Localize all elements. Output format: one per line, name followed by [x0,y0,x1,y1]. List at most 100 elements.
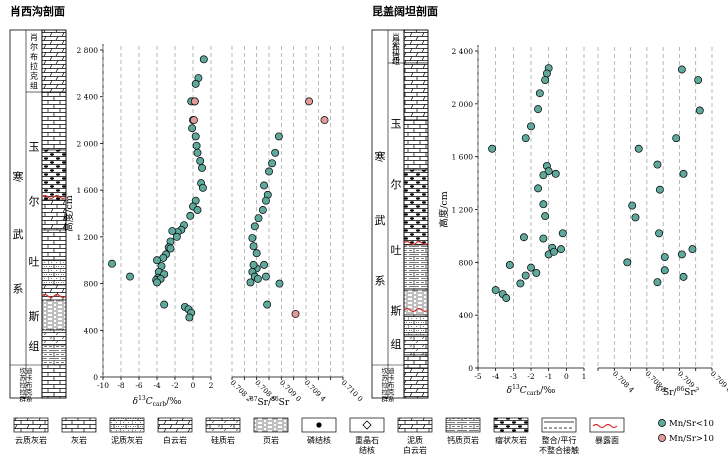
formation-label: 组 [29,339,40,353]
data-point-low-mn-sr [688,245,697,254]
x-tick-label: 0 [191,381,196,390]
data-point-low-mn-sr [191,79,200,88]
legend-swatch [445,417,481,433]
y-axis-title: 高度/cm [63,195,75,232]
lithology-block [41,364,67,399]
data-point-low-mn-sr [677,65,686,74]
data-point-low-mn-sr [260,260,269,269]
data-point-low-mn-sr [539,200,548,209]
data-point-low-mn-sr [250,222,259,231]
y-tick-label: 400 [84,326,99,335]
lithology-block [403,314,429,336]
base-group-label: 拉克 [20,387,34,396]
base-group-label: 拉布 [20,380,34,389]
formation-label-char: 肖 [392,32,400,42]
data-point-low-mn-sr [254,214,263,223]
legend-label: 硅质岩 [211,435,235,445]
lithology-block [41,29,67,93]
data-point-low-mn-sr [491,286,500,295]
data-point-low-mn-sr [172,232,181,241]
data-point-low-mn-sr [108,259,116,268]
y-tick-label: 1 600 [452,153,474,162]
x-tick-label: 0 [564,372,569,381]
data-point-low-mn-sr [542,69,551,78]
base-group-label: 群系 [20,394,34,403]
lithology-block [41,299,67,331]
legend-swatch [61,417,97,433]
legend-label: 瘤状灰岩 [495,435,527,445]
data-point-low-mn-sr [502,294,511,302]
formation-label: 尔 [391,178,402,191]
legend-swatch [541,417,577,433]
legend-swatch [13,417,49,433]
lithology-block [403,169,429,246]
data-point-low-mn-sr [551,169,560,178]
formation-label: 玉 [391,117,402,130]
formation-label-char: 克 [392,52,400,61]
lithology-block [41,229,67,261]
y-tick-label: 1 200 [77,233,99,242]
data-point-low-mn-sr [534,184,543,193]
y-tick-label: 800 [459,258,474,267]
data-point-low-mn-sr [631,213,640,222]
data-point-high-mn-sr [320,116,329,125]
data-point-low-mn-sr [260,181,269,190]
data-point-low-mn-sr [192,141,201,150]
x-tick-label: -6 [135,381,143,390]
x-tick-label: 2 [209,381,214,390]
left-section-title: 肖西沟剖面 [10,5,65,18]
formation-label-char: 组 [30,80,38,90]
legend-swatch [205,417,241,433]
data-point-low-mn-sr [521,271,530,280]
data-point-low-mn-sr [253,274,262,283]
data-point-low-mn-sr [199,55,208,64]
data-point-low-mn-sr [672,134,681,143]
legend-label: 泥质灰岩 [111,435,143,445]
y-tick-label: 800 [84,280,99,289]
lithology-block [403,29,429,64]
data-point-low-mn-sr [185,313,194,322]
formation-label-char: 布 [30,51,38,61]
legend-label: 灰岩 [71,435,87,445]
data-point-low-mn-sr [695,106,704,115]
legend-label: 白云岩 [163,435,187,445]
x-axis-title-carbon: δ13Ccarb/‰ [133,395,182,408]
exposure-surface [41,293,67,299]
legend-marker-low [658,419,666,427]
formation-label: 寒 [375,150,386,164]
x-tick-label: -8 [117,381,125,390]
data-point-low-mn-sr [535,89,544,98]
formation-label: 斯 [29,310,40,323]
formation-label-char: 克 [30,72,38,81]
lithology-block [41,149,67,201]
data-point-low-mn-sr [557,245,565,254]
legend-label: 泥质 [407,435,423,445]
formation-label-char: 布 [392,42,400,52]
base-group-label: 苏卡 [20,373,34,382]
legend-label: 不整合接触 [539,445,579,455]
lithology-block [403,367,429,399]
data-point-low-mn-sr [534,105,543,114]
data-point-low-mn-sr [166,244,175,253]
data-point-low-mn-sr [198,183,207,192]
base-group-label: 坎迪 [20,366,34,375]
x-tick-label: 0.708 4 [611,370,636,395]
data-point-low-mn-sr [252,249,261,258]
data-point-low-mn-sr [516,279,525,288]
x-axis-title-strontium: 87Sr/86Sr [250,396,290,408]
legend-label: 页岩 [263,435,279,445]
y-tick-label: 1 600 [77,186,99,195]
data-point-low-mn-sr [539,171,548,180]
y-tick-label: 2 400 [77,93,99,102]
formation-label: 武 [375,214,386,227]
data-point-low-mn-sr [153,278,161,287]
right-section-title: 昆盖阔坦剖面 [372,5,438,18]
lithology-block [403,119,429,171]
lithology-frame [403,29,429,399]
legend-marker-label: Mn/Sr<10 [669,419,714,429]
formation-label-char: 尔 [392,37,400,47]
legend-label: 暴露面 [595,436,619,445]
formation-label: 系 [13,283,24,296]
data-point-low-mn-sr [249,242,258,251]
